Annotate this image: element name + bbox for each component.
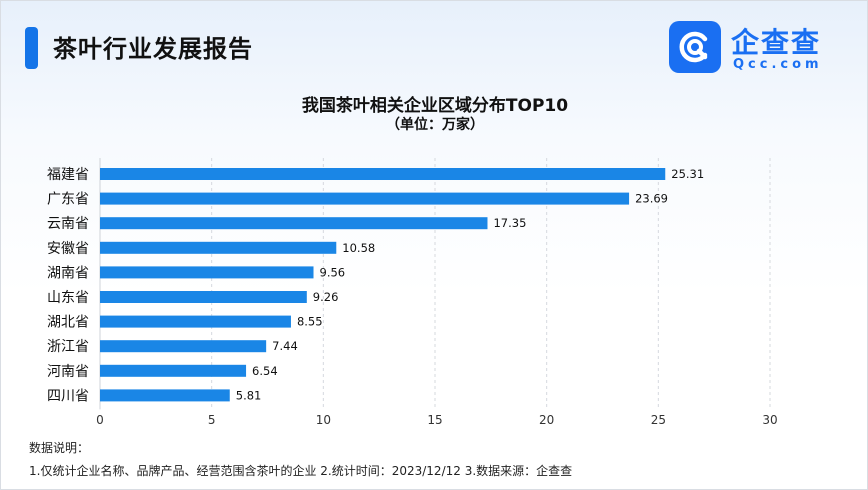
x-tick-label: 20: [539, 413, 554, 427]
x-tick-label: 0: [96, 413, 104, 427]
logo-domain: Qcc.com: [733, 57, 823, 72]
category-label: 山东省: [47, 290, 89, 306]
category-label: 广东省: [47, 192, 89, 208]
category-label: 云南省: [47, 216, 89, 232]
bar: [100, 168, 666, 180]
x-tick-label: 10: [316, 413, 331, 427]
x-tick-label: 25: [651, 413, 666, 427]
bar: [100, 217, 488, 230]
report-title: 茶叶行业发展报告: [53, 35, 253, 63]
bar: [100, 266, 314, 279]
value-label: 10.58: [342, 241, 375, 255]
value-label: 23.69: [635, 192, 668, 206]
chart-subtitle: （单位：万家）: [386, 117, 484, 133]
value-label: 9.56: [320, 265, 346, 279]
qcc-logo: 企查查 Qcc.com: [669, 21, 839, 75]
bar: [100, 364, 247, 377]
value-label: 7.44: [272, 339, 298, 353]
x-tick-label: 5: [208, 413, 216, 427]
value-label: 25.31: [671, 167, 704, 181]
value-label: 5.81: [236, 388, 262, 402]
category-label: 湖南省: [47, 265, 89, 281]
notes-heading: 数据说明：: [29, 441, 90, 455]
bar: [100, 340, 267, 353]
bar: [100, 315, 291, 328]
qcc-magnifier-icon: [669, 21, 721, 73]
category-label: 湖北省: [47, 315, 89, 331]
value-label: 6.54: [252, 364, 278, 378]
value-label: 9.26: [313, 290, 339, 304]
category-label: 安徽省: [47, 241, 89, 257]
x-tick-label: 15: [427, 413, 442, 427]
bar: [100, 241, 337, 254]
x-tick-label: 30: [762, 413, 777, 427]
category-label: 四川省: [47, 388, 89, 404]
value-label: 17.35: [493, 216, 526, 230]
bar: [100, 192, 630, 205]
value-label: 8.55: [297, 315, 323, 329]
chart-title: 我国茶叶相关企业区域分布TOP10: [301, 96, 569, 116]
logo-name: 企查查: [731, 26, 822, 59]
bar: [100, 291, 307, 303]
category-label: 浙江省: [47, 339, 89, 355]
bar: [100, 389, 230, 402]
category-label: 福建省: [47, 167, 89, 183]
title-accent-bar: [25, 27, 38, 69]
category-label: 河南省: [47, 364, 89, 380]
notes-text: 1.仅统计企业名称、品牌产品、经营范围含茶叶的企业 2.统计时间：2023/12…: [29, 464, 573, 478]
